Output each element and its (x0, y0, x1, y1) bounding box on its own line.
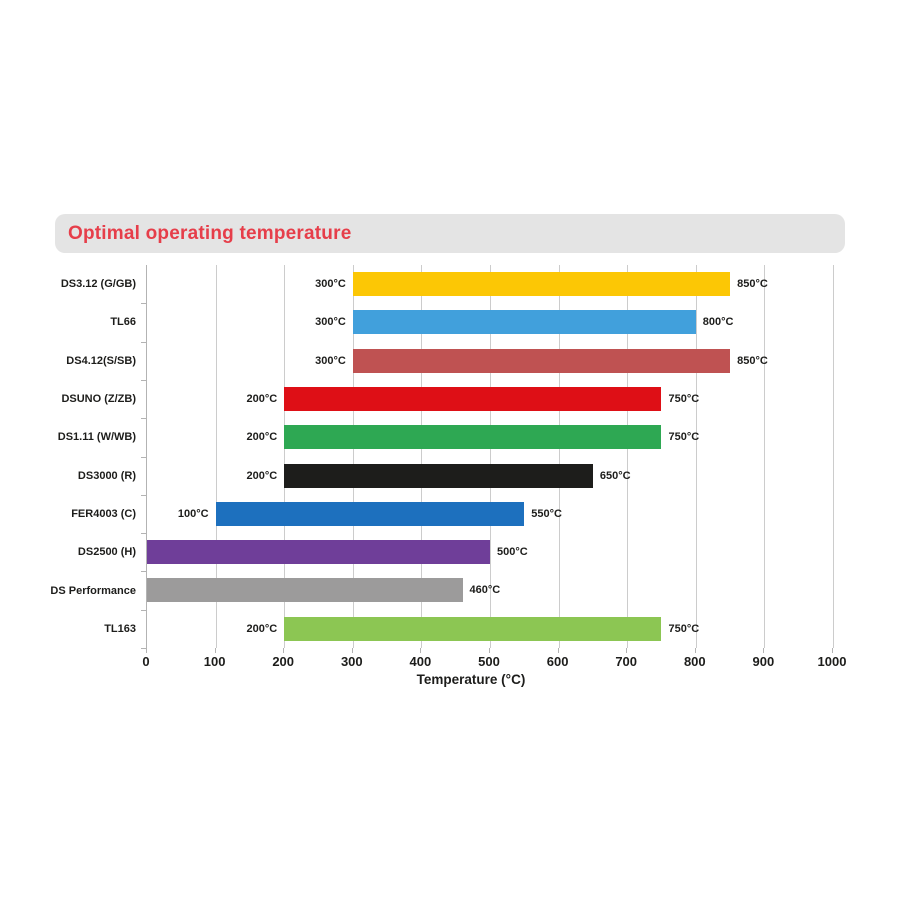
gridline-x-800 (695, 265, 697, 648)
y-category-label: DS Performance (50, 584, 136, 597)
range-bar (147, 540, 490, 565)
x-tick-100 (214, 648, 216, 653)
bar-end-label: 850°C (737, 354, 768, 367)
gridline-x-900 (764, 265, 766, 648)
x-tick-label-500: 500 (478, 654, 500, 669)
x-tick-label-600: 600 (546, 654, 569, 669)
chart-title-banner: Optimal operating temperature (55, 214, 845, 253)
bar-start-label: 200°C (246, 392, 278, 405)
y-tick (141, 303, 146, 305)
y-tick (141, 379, 146, 381)
bar-end-label: 650°C (599, 469, 631, 482)
y-category-label: DS1.11 (W/WB) (57, 431, 136, 444)
y-category-label: DS3.12 (G/GB) (60, 278, 136, 291)
bar-start-label: 200°C (246, 622, 278, 635)
x-tick-900 (763, 648, 765, 653)
gridline-x-500 (490, 265, 491, 648)
gridline-x-200 (284, 265, 286, 648)
bar-start-label: 200°C (246, 431, 278, 444)
y-category-label: DS3000 (R) (77, 469, 136, 482)
x-tick-label-200: 200 (272, 654, 295, 669)
x-tick-1000 (832, 648, 833, 653)
x-tick-600 (557, 648, 559, 653)
range-bar (284, 463, 593, 488)
y-category-label: DSUNO (Z/ZB) (61, 393, 136, 406)
gridline-x-400 (421, 265, 423, 648)
range-bar (352, 272, 731, 296)
range-bar (284, 616, 662, 641)
y-tick (141, 609, 146, 611)
gridline-x-100 (215, 265, 217, 648)
bar-end-label: 750°C (668, 431, 700, 444)
bar-end-label: 460°C (469, 584, 501, 597)
bar-row: 300°C 850°C (147, 342, 833, 380)
y-category-label: TL163 (104, 622, 136, 635)
x-tick-label-300: 300 (340, 654, 363, 669)
range-bar (352, 310, 696, 335)
x-tick-label-100: 100 (203, 654, 226, 669)
x-tick-label-700: 700 (615, 654, 638, 669)
bar-row: 100°C 550°C (147, 495, 833, 533)
bar-row: 300°C 850°C (147, 265, 833, 303)
bar-start-label: 300°C (315, 278, 346, 290)
plot-area: 300°C 850°C 300°C 800°C 300°C 850°C 200°C 750°C… (146, 265, 834, 648)
bar-end-label: 850°C (737, 278, 768, 290)
gridline-x-1000 (833, 265, 834, 648)
x-tick-700 (626, 648, 628, 653)
x-tick-label-1000: 1000 (817, 654, 847, 669)
y-tick (141, 341, 146, 343)
bar-end-label: 750°C (668, 622, 700, 635)
y-tick (141, 494, 146, 496)
x-tick-300 (351, 648, 353, 653)
y-category-label: TL66 (110, 316, 136, 329)
range-bar (215, 501, 525, 526)
x-tick-800 (694, 648, 696, 653)
y-tick (141, 456, 146, 458)
y-tick (141, 418, 146, 420)
y-category-label: FER4003 (C) (71, 507, 136, 520)
bar-end-label: 550°C (531, 507, 562, 520)
x-tick-label-0: 0 (142, 654, 150, 669)
bar-end-label: 800°C (702, 316, 734, 329)
x-tick-label-900: 900 (752, 654, 775, 669)
gridline-x-700 (627, 265, 629, 648)
bar-row: 200°C 750°C (147, 380, 833, 418)
bar-row: 200°C 750°C (147, 610, 833, 648)
bar-row: 200°C 750°C (147, 418, 833, 456)
x-tick-label-400: 400 (409, 654, 432, 669)
x-tick-0 (146, 648, 147, 653)
gridline-x-300 (352, 265, 354, 648)
x-tick-400 (420, 648, 422, 653)
y-category-label: DS2500 (H) (77, 546, 136, 559)
y-tick (141, 648, 146, 649)
range-bar (284, 386, 662, 411)
y-tick (141, 533, 146, 535)
range-bar (284, 425, 662, 450)
gridline-x-600 (558, 265, 560, 648)
range-bar (352, 348, 731, 373)
bar-row: 200°C 650°C (147, 457, 833, 495)
bar-start-label: 200°C (246, 469, 278, 482)
chart-title: Optimal operating temperature (68, 222, 352, 244)
x-axis-title: Temperature (°C) (416, 672, 526, 687)
bar-end-label: 750°C (668, 392, 700, 405)
bar-start-label: 300°C (315, 316, 346, 329)
x-tick-500 (489, 648, 490, 653)
x-tick-200 (283, 648, 285, 653)
bar-row: 300°C 800°C (147, 303, 833, 341)
bar-row: 500°C (147, 533, 833, 571)
bar-row: 460°C (147, 571, 833, 609)
bar-start-label: 100°C (177, 507, 209, 520)
y-category-label: DS4.12(S/SB) (66, 354, 136, 367)
y-tick (141, 571, 146, 573)
range-bar (147, 578, 463, 603)
bar-start-label: 300°C (315, 354, 346, 367)
x-tick-label-800: 800 (683, 654, 706, 669)
bar-end-label: 500°C (497, 546, 528, 559)
